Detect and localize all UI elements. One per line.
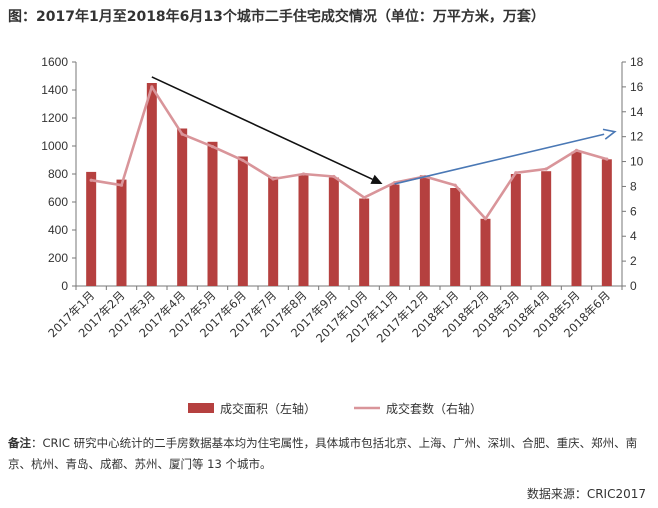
legend-label-count: 成交套数（右轴） bbox=[386, 401, 482, 416]
bar bbox=[510, 174, 521, 286]
bar bbox=[359, 198, 370, 286]
bar bbox=[480, 218, 491, 286]
trend-arrow-head bbox=[370, 174, 383, 184]
line-point bbox=[483, 217, 488, 221]
line-point bbox=[210, 145, 215, 149]
bar bbox=[298, 174, 309, 286]
chart-title: 图：2017年1月至2018年6月13个城市二手住宅成交情况（单位：万平方米，万… bbox=[8, 9, 545, 25]
right-tick-label: 4 bbox=[630, 229, 637, 243]
right-tick-label: 16 bbox=[630, 80, 644, 94]
bar bbox=[237, 156, 248, 286]
bar bbox=[86, 171, 97, 286]
left-tick-label: 600 bbox=[48, 195, 68, 209]
left-tick-label: 800 bbox=[48, 167, 68, 181]
legend-label-area: 成交面积（左轴） bbox=[220, 401, 316, 416]
bar bbox=[268, 176, 279, 286]
trend-arrow-shaft bbox=[151, 76, 373, 181]
line-point bbox=[180, 132, 184, 136]
bar bbox=[601, 159, 612, 286]
line-point bbox=[301, 172, 306, 176]
chart: 0 200 400 600 800 1000 1200 1400 1600 0 2 4 6 8 10 12 14… bbox=[41, 55, 644, 416]
right-tick-label: 6 bbox=[630, 204, 637, 218]
footnote-label: 备注 bbox=[8, 436, 31, 450]
line-point bbox=[544, 167, 548, 171]
right-tick-label: 2 bbox=[630, 254, 637, 268]
right-tick-label: 0 bbox=[630, 279, 637, 293]
left-tick-label: 1200 bbox=[41, 111, 68, 125]
bar bbox=[116, 179, 127, 286]
bar bbox=[541, 171, 552, 286]
left-tick-label: 400 bbox=[48, 223, 68, 237]
line-point bbox=[574, 148, 579, 152]
right-tick-label: 18 bbox=[630, 55, 644, 69]
legend-swatch-bar bbox=[188, 403, 214, 413]
line-point bbox=[605, 157, 609, 161]
trend-arrow-head bbox=[602, 128, 617, 140]
line-point bbox=[514, 171, 518, 175]
bar bbox=[450, 188, 461, 286]
line-point bbox=[453, 183, 457, 187]
data-source: 数据来源：CRIC2017 bbox=[526, 487, 646, 501]
bar bbox=[177, 128, 188, 286]
left-tick-label: 1000 bbox=[41, 139, 68, 153]
bar bbox=[419, 175, 430, 286]
bar bbox=[328, 177, 339, 286]
line-point bbox=[150, 85, 154, 89]
line-point bbox=[271, 177, 275, 181]
trend-arrow-shaft bbox=[394, 133, 605, 185]
right-tick-label: 12 bbox=[630, 130, 644, 144]
series-line bbox=[90, 85, 608, 221]
bar bbox=[207, 141, 218, 286]
footnote-text: ：CRIC 研究中心统计的二手房数据基本均为住宅属性，具体城市包括北京、上海、广… bbox=[8, 436, 638, 471]
left-tick-label: 200 bbox=[48, 251, 68, 265]
right-tick-label: 14 bbox=[630, 105, 644, 119]
right-tick-label: 8 bbox=[630, 179, 637, 193]
right-tick-label: 10 bbox=[630, 155, 644, 169]
bar bbox=[146, 83, 157, 286]
line-point bbox=[362, 196, 366, 200]
line-point bbox=[89, 178, 93, 182]
line-point bbox=[119, 183, 124, 187]
bar bbox=[571, 151, 582, 286]
line-point bbox=[332, 174, 336, 179]
bar bbox=[389, 184, 400, 286]
left-tick-label: 1400 bbox=[41, 83, 68, 97]
footnote: 备注：CRIC 研究中心统计的二手房数据基本均为住宅属性，具体城市包括北京、上海… bbox=[8, 433, 654, 475]
left-tick-label: 1600 bbox=[41, 55, 68, 69]
left-tick-label: 0 bbox=[61, 279, 68, 293]
line-point bbox=[241, 158, 245, 162]
